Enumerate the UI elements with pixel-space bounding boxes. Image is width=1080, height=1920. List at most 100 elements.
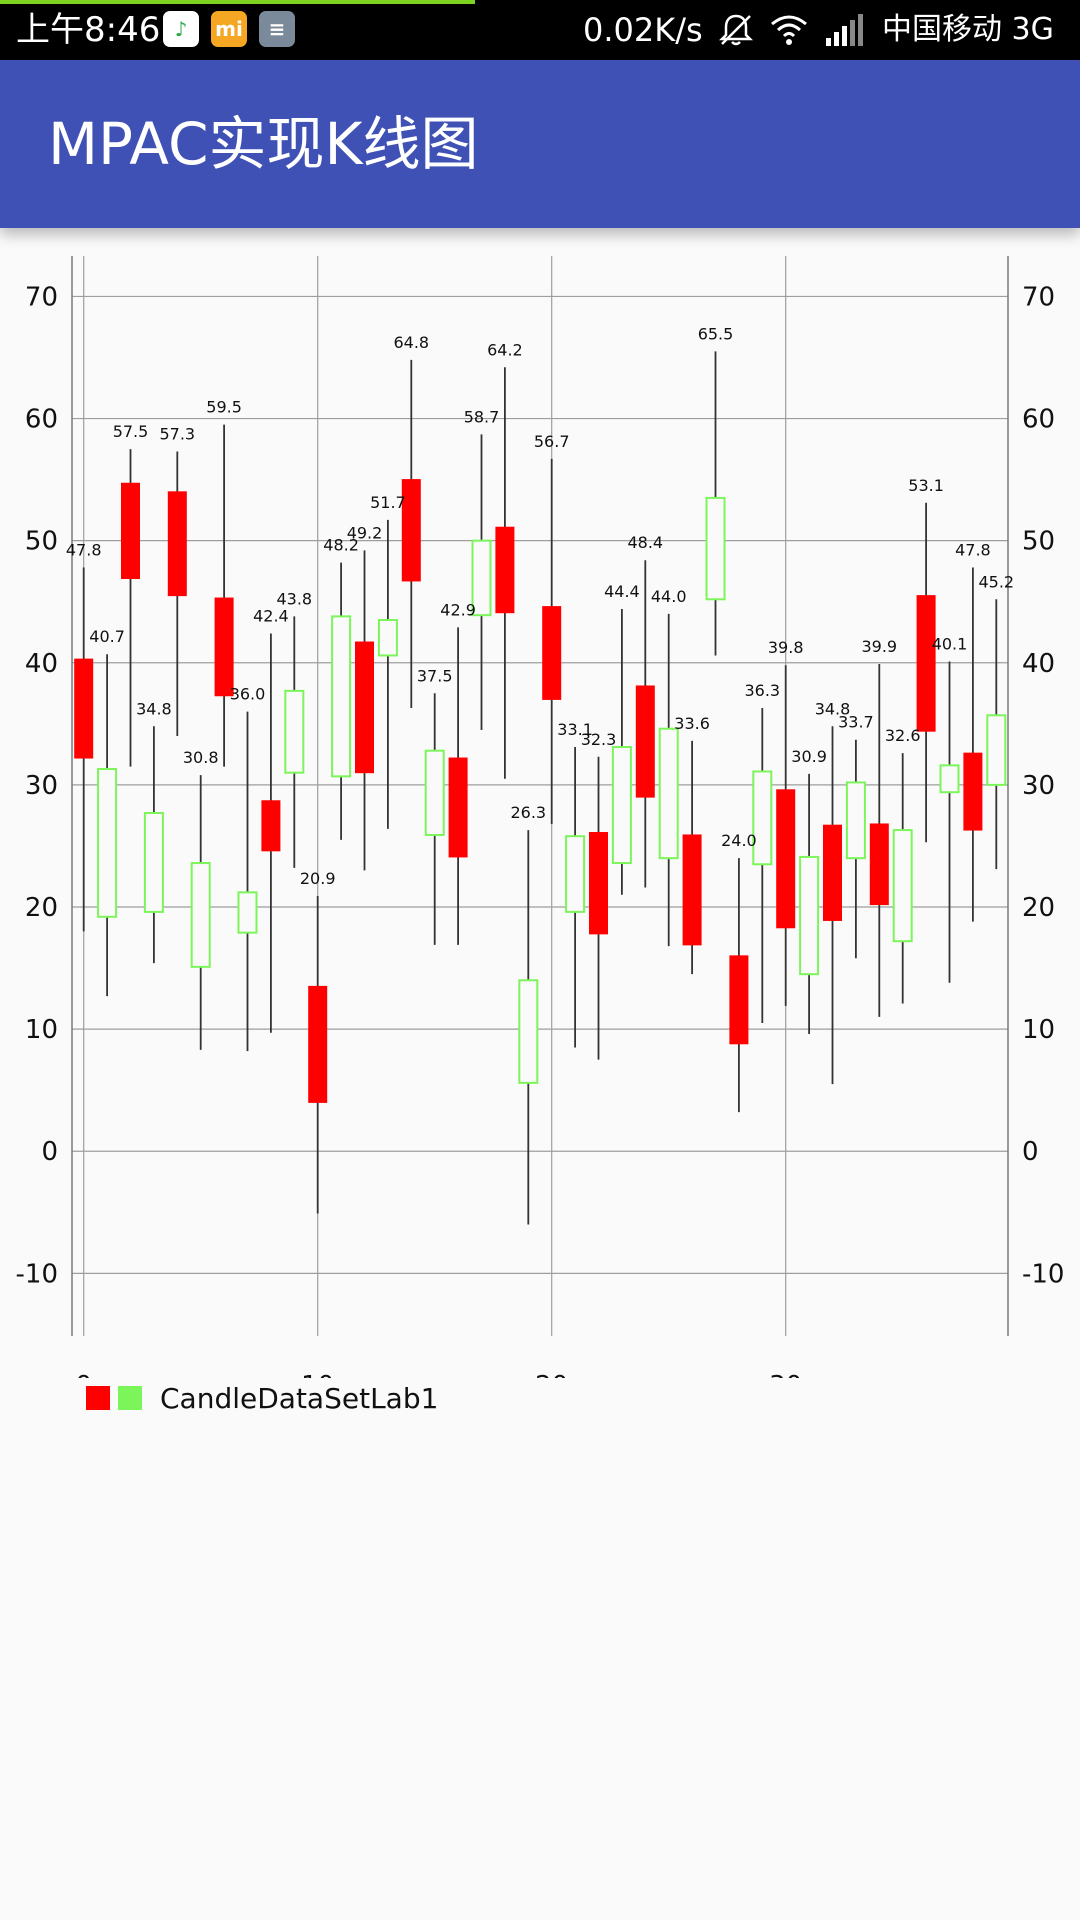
candle-value-label: 58.7 [464, 407, 500, 426]
candle-value-label: 57.3 [159, 425, 195, 444]
candle-value-label: 26.3 [510, 803, 546, 822]
candle-value-label: 42.4 [253, 606, 289, 625]
candle-value-label: 56.7 [534, 432, 570, 451]
candlestick-chart[interactable]: -10 -10 0 0 10 10 20 20 30 30 40 40 50 50 60 60 70 70 0 10 2… [0, 228, 1080, 1378]
loading-progress-bar [0, 0, 475, 4]
candle-body-decreasing [682, 834, 702, 946]
y-tick-label-right: 60 [1022, 405, 1055, 435]
candle-body-increasing [892, 829, 913, 943]
y-tick-label-left: 30 [25, 771, 58, 801]
candle-value-label: 39.9 [861, 637, 897, 656]
status-bar: 上午8:46 ♪ mi ≡ 0.02K/s 中国移动 3G [0, 0, 1080, 60]
candle-value-label: 40.7 [89, 627, 125, 646]
signal-icon [826, 14, 863, 46]
candle-value-label: 24.0 [721, 831, 757, 850]
candle-body-increasing [377, 619, 398, 657]
x-tick-label: 20 [535, 1371, 568, 1378]
candle-body-decreasing [776, 789, 796, 929]
y-tick-label-left: 20 [25, 893, 58, 923]
candle-value-label: 32.6 [885, 726, 921, 745]
candle-value-label: 45.2 [978, 572, 1014, 591]
candle-body-increasing [518, 979, 539, 1084]
status-time: 上午8:46 [16, 10, 161, 50]
candle-body-decreasing [916, 595, 936, 732]
x-tick-label: 0 [75, 1371, 92, 1378]
candle-body-decreasing [729, 955, 749, 1045]
candle-body-increasing [190, 862, 211, 968]
candle-body-increasing [705, 496, 726, 601]
candle-body-increasing [143, 811, 164, 913]
axis-layer: -10 -10 0 0 10 10 20 20 30 30 40 40 50 50 60 60 70 70 0 10 2… [16, 256, 1064, 1378]
candle-body-decreasing [214, 597, 234, 697]
candle-body-increasing [845, 781, 866, 860]
carrier-label: 中国移动 3G [882, 12, 1054, 47]
qq-music-icon: ♪ [163, 11, 199, 47]
grid-layer [72, 256, 1008, 1336]
candle-value-label: 44.0 [651, 587, 687, 606]
candle-body-increasing [986, 714, 1007, 786]
candle-value-label: 57.5 [113, 422, 149, 441]
candle-value-label: 30.9 [791, 747, 827, 766]
candle-value-label: 59.5 [206, 398, 242, 417]
y-tick-label-right: 70 [1022, 282, 1055, 312]
candle-value-label: 40.1 [932, 635, 968, 654]
candle-value-label: 20.9 [300, 869, 336, 888]
y-tick-label-right: 0 [1022, 1137, 1039, 1167]
y-tick-label-right: -10 [1022, 1259, 1064, 1289]
candle-body-increasing [331, 615, 352, 778]
candle-body-increasing [471, 539, 492, 617]
y-tick-label-right: 40 [1022, 649, 1055, 679]
candle-value-label: 36.3 [744, 681, 780, 700]
y-tick-label-right: 20 [1022, 893, 1055, 923]
y-tick-label-right: 10 [1022, 1015, 1055, 1045]
legend-increasing-swatch [118, 1386, 142, 1410]
legend-decreasing-swatch [86, 1386, 110, 1410]
candle-layer [74, 351, 1007, 1225]
x-tick-label: 30 [769, 1371, 802, 1378]
candle-body-increasing [97, 768, 118, 918]
candle-value-label: 33.1 [557, 720, 593, 739]
legend-label: CandleDataSetLab1 [160, 1382, 439, 1415]
candle-body-decreasing [261, 800, 281, 852]
candle-value-label: 47.8 [66, 541, 102, 560]
candle-body-decreasing [542, 606, 562, 700]
x-tick-label: 10 [301, 1371, 334, 1378]
app-bar: MPAC实现K线图 [0, 60, 1080, 228]
candle-body-increasing [799, 855, 820, 976]
candle-value-label: 34.8 [815, 699, 851, 718]
candle-value-label: 64.2 [487, 340, 523, 359]
candle-value-label: 30.8 [183, 748, 219, 767]
candle-value-label: 42.9 [440, 600, 476, 619]
value-label-layer: 47.8 40.7 57.5 34.8 57.3 30.8 59.5 36.0 42.443.8… [66, 324, 1014, 888]
candle-body-increasing [752, 770, 773, 866]
candle-body-increasing [565, 835, 586, 913]
page-title: MPAC实现K线图 [48, 110, 479, 178]
y-tick-label-right: 30 [1022, 771, 1055, 801]
candle-value-label: 39.8 [768, 638, 804, 657]
y-tick-label-left: 0 [41, 1137, 58, 1167]
candle-body-decreasing [589, 832, 608, 935]
candle-body-decreasing [355, 641, 374, 774]
wifi-icon [771, 15, 807, 45]
candle-body-decreasing [495, 526, 515, 614]
candle-body-decreasing [635, 685, 655, 798]
mi-store-icon: mi [211, 11, 247, 47]
y-tick-label-left: 70 [25, 282, 58, 312]
mute-icon [718, 14, 754, 46]
candle-body-increasing [284, 689, 305, 774]
candle-body-decreasing [448, 757, 468, 858]
candle-body-decreasing [963, 752, 983, 831]
y-tick-label-left: -10 [16, 1259, 58, 1289]
network-speed: 0.02K/s [583, 11, 703, 49]
candle-value-label: 53.1 [908, 476, 944, 495]
candle-body-increasing [658, 727, 679, 860]
candle-value-label: 49.2 [347, 523, 383, 542]
candle-body-decreasing [121, 482, 140, 580]
candle-value-label: 33.6 [674, 714, 710, 733]
candle-body-decreasing [74, 658, 94, 759]
candle-body-decreasing [167, 491, 187, 597]
y-tick-label-left: 50 [25, 527, 58, 557]
y-tick-label-left: 10 [25, 1015, 58, 1045]
candle-value-label: 44.4 [604, 582, 640, 601]
y-tick-label-right: 50 [1022, 527, 1055, 557]
